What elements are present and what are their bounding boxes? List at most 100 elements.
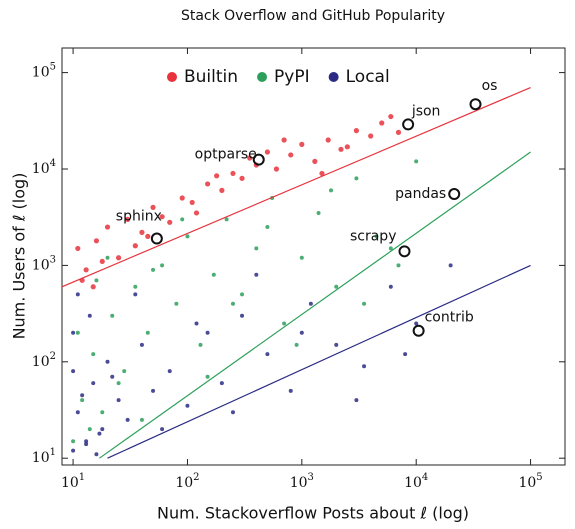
point <box>97 431 102 436</box>
point <box>288 152 294 158</box>
point <box>362 364 367 369</box>
point <box>214 173 220 179</box>
tick-base: 10 <box>61 475 79 491</box>
point <box>205 374 210 379</box>
point <box>264 149 270 155</box>
point <box>75 245 81 252</box>
point <box>84 439 89 444</box>
fit-line <box>62 86 531 288</box>
point <box>240 292 245 297</box>
legend-swatch <box>257 72 268 82</box>
point <box>160 427 165 432</box>
point <box>91 381 96 386</box>
point <box>87 313 92 318</box>
point <box>299 141 305 147</box>
point <box>90 284 96 290</box>
point <box>294 342 299 347</box>
tick-exponent: 4 <box>422 472 428 483</box>
point <box>133 284 138 289</box>
point <box>151 388 156 393</box>
legend-swatch <box>167 72 177 82</box>
point <box>94 278 99 283</box>
annotation-marker <box>402 118 415 131</box>
tick-base: 10 <box>32 450 50 466</box>
point <box>299 255 304 260</box>
tick-base: 10 <box>32 161 50 177</box>
point <box>167 369 172 374</box>
annotation-label: contrib <box>425 310 474 326</box>
annotation-marker <box>412 324 425 337</box>
legend-label: Builtin <box>184 67 238 87</box>
point <box>83 267 89 273</box>
point <box>139 342 144 347</box>
tick-label: 101 <box>61 472 85 492</box>
point <box>240 313 245 318</box>
point <box>100 410 105 415</box>
legend-label: Local <box>346 67 390 87</box>
point <box>308 301 313 306</box>
annotation-label: json <box>411 103 441 119</box>
point <box>71 330 76 335</box>
point <box>338 146 344 152</box>
point <box>105 255 110 260</box>
point <box>273 166 280 172</box>
point <box>265 352 270 357</box>
point <box>448 263 453 268</box>
point <box>254 246 259 251</box>
tick-label: 103 <box>290 472 314 492</box>
point <box>94 452 99 457</box>
x-axis-label: Num. Stackoverflow Posts about ℓ (log) <box>157 504 469 523</box>
chart-title: Stack Overflow and GitHub Popularity <box>181 8 445 24</box>
point <box>116 381 121 386</box>
tick-label: 104 <box>404 472 428 492</box>
point <box>71 448 76 453</box>
point <box>145 233 151 239</box>
point <box>281 137 287 143</box>
annotation-label: scrapy <box>350 228 397 244</box>
point <box>167 219 173 225</box>
tick-label: 104 <box>32 158 56 178</box>
annotation-marker <box>469 98 482 111</box>
point <box>125 216 131 223</box>
point <box>205 330 210 335</box>
point <box>329 188 334 193</box>
tick-label: 103 <box>32 254 56 274</box>
point <box>354 176 359 181</box>
point <box>116 398 121 403</box>
annotation-label: sphinx <box>116 209 162 225</box>
point <box>80 398 85 403</box>
point <box>204 181 211 187</box>
point <box>403 352 408 357</box>
point <box>265 225 270 230</box>
tick-exponent: 2 <box>193 472 199 483</box>
point <box>395 129 402 135</box>
point <box>151 267 156 272</box>
point <box>219 187 225 193</box>
point <box>159 214 165 220</box>
point <box>160 263 165 268</box>
point <box>362 301 367 306</box>
tick-base: 10 <box>404 475 422 491</box>
point <box>125 417 130 422</box>
tick-base: 10 <box>290 475 308 491</box>
point <box>132 243 138 249</box>
point <box>396 263 401 268</box>
tick-label: 105 <box>32 61 56 81</box>
point <box>80 393 85 398</box>
point <box>194 321 199 326</box>
point <box>104 224 111 230</box>
point <box>99 258 105 265</box>
point <box>299 330 304 335</box>
tick-label: 101 <box>32 447 56 467</box>
tick-label: 102 <box>32 350 56 370</box>
fit-line <box>107 264 531 459</box>
point <box>150 204 156 210</box>
point <box>139 417 144 422</box>
point <box>388 113 394 120</box>
point <box>354 398 359 403</box>
y-axis-label: Num. Users of ℓ (log) <box>10 173 29 340</box>
tick-exponent: 5 <box>536 472 542 483</box>
point <box>388 246 393 251</box>
annotation-marker <box>398 245 411 258</box>
point <box>239 175 245 181</box>
